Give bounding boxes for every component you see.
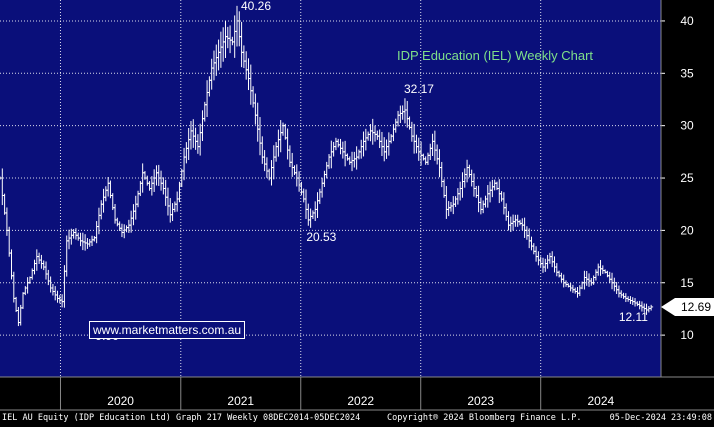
watermark-label: www.marketmatters.com.au <box>89 321 246 339</box>
x-year-label: 2024 <box>587 394 614 408</box>
ohlc-series <box>0 5 654 327</box>
last-price-badge <box>661 297 714 316</box>
x-year-label: 2023 <box>467 394 494 408</box>
x-year-label: 2020 <box>107 394 134 408</box>
x-year-label: 2021 <box>227 394 254 408</box>
footer-timestamp: 05-Dec-2024 23:49:08 <box>609 413 712 423</box>
y-tick-label: 30 <box>680 119 694 133</box>
price-annotation: 40.26 <box>241 0 271 13</box>
footer-copyright: Copyright® 2024 Bloomberg Finance L.P. <box>387 413 582 423</box>
price-annotation: 12.11 <box>619 310 648 324</box>
y-tick-label: 40 <box>680 14 694 28</box>
y-tick-label: 15 <box>680 276 694 290</box>
price-annotation: 20.53 <box>306 230 336 244</box>
x-year-label: 2022 <box>347 394 374 408</box>
footer-security-info: IEL AU Equity (IDP Education Ltd) Graph … <box>2 413 361 423</box>
y-tick-label: 35 <box>680 66 694 80</box>
y-tick-label: 20 <box>680 223 694 237</box>
y-tick-label: 10 <box>680 328 694 342</box>
price-annotation: 32.17 <box>404 82 434 96</box>
chart-title: IDP Education (IEL) Weekly Chart <box>397 48 593 63</box>
last-price-label: 12.69 <box>681 300 711 314</box>
price-axis-area <box>661 0 714 377</box>
y-tick-label: 25 <box>680 171 694 185</box>
